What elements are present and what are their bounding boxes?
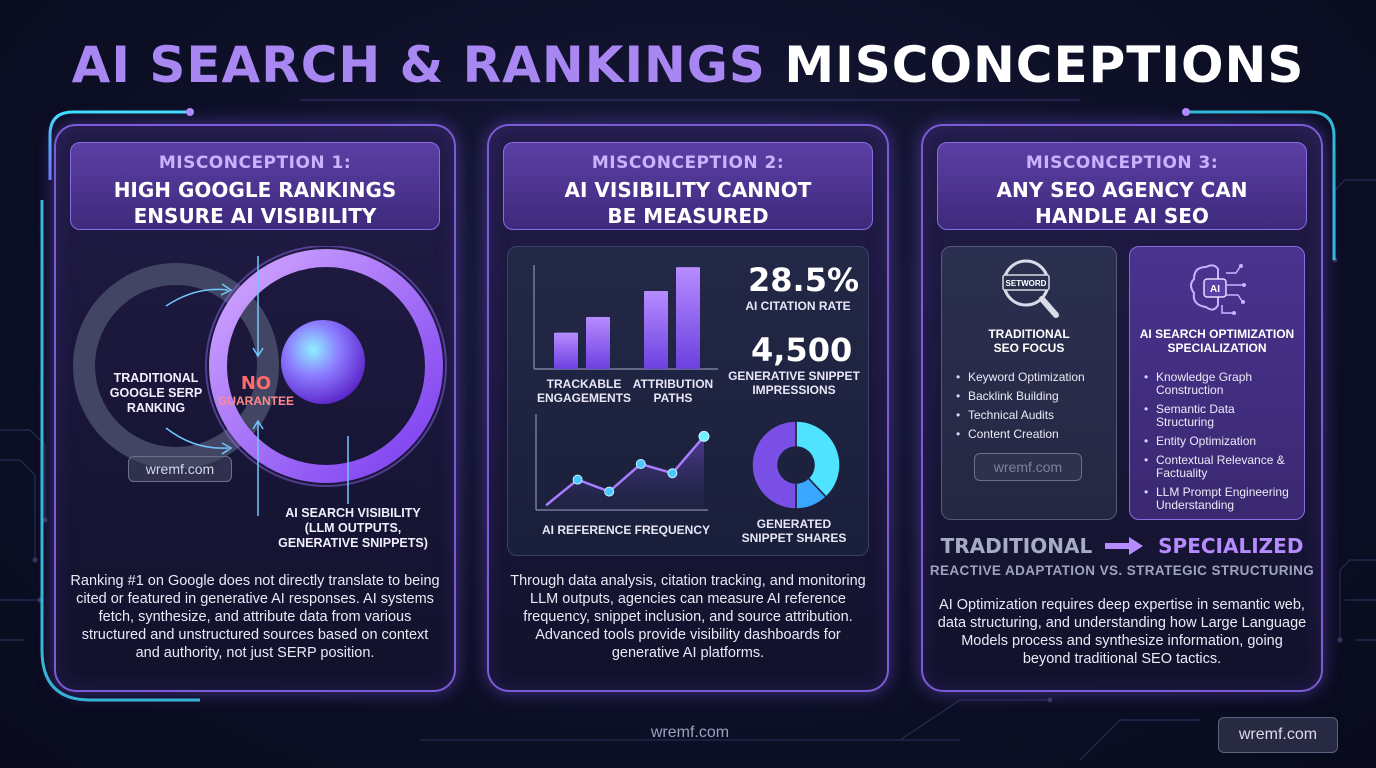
ai-orb bbox=[281, 320, 365, 404]
donut-chart bbox=[751, 420, 841, 510]
bar-chart bbox=[533, 265, 718, 370]
line-series bbox=[545, 435, 705, 507]
page-title: AI SEARCH & RANKINGS MISCONCEPTIONS bbox=[71, 36, 1305, 94]
line-point bbox=[667, 468, 678, 479]
measurement-dashboard: TRACKABLE ENGAGEMENTS ATTRIBUTION PATHS … bbox=[507, 246, 869, 556]
compare-subtitle: REACTIVE ADAPTATION VS. STRATEGIC STRUCT… bbox=[929, 563, 1315, 578]
ai-optimization-card: AI AI SEARCH OPTIMIZATION SPECIALIZATION… bbox=[1129, 246, 1305, 520]
list-item: Technical Audits bbox=[956, 409, 1108, 423]
list-item: Semantic Data Structuring bbox=[1144, 403, 1296, 429]
misconception-2-label: MISCONCEPTION 2: bbox=[591, 153, 785, 173]
citation-rate-value: 28.5% bbox=[748, 261, 860, 299]
list-item: Backlink Building bbox=[956, 390, 1108, 404]
misconception-1-label: MISCONCEPTION 1: bbox=[158, 153, 352, 173]
donut-slice bbox=[795, 420, 841, 499]
snippet-impressions-label: GENERATIVE SNIPPET IMPRESSIONS bbox=[728, 369, 860, 397]
bar-category-label: ATTRIBUTION PATHS bbox=[632, 377, 714, 405]
traditional-vs-specialized: TRADITIONAL SPECIALIZED bbox=[923, 534, 1321, 558]
traditional-seo-title: TRADITIONAL SEO FOCUS bbox=[988, 327, 1070, 355]
donut-chart-title: GENERATED SNIPPET SHARES bbox=[741, 517, 847, 545]
diagram-watermark: wremf.com bbox=[128, 456, 232, 482]
list-item: Knowledge Graph Construction bbox=[1144, 371, 1296, 397]
bar bbox=[644, 291, 668, 369]
misconception-1-body: Ranking #1 on Google does not directly t… bbox=[70, 573, 440, 661]
bar-category-label: TRACKABLE ENGAGEMENTS bbox=[536, 377, 631, 405]
line-point bbox=[698, 430, 710, 442]
compare-to: SPECIALIZED bbox=[1158, 534, 1304, 558]
snippet-impressions-value: 4,500 bbox=[751, 331, 853, 369]
corner-watermark: wremf.com bbox=[1218, 717, 1338, 753]
arrow-right-icon bbox=[1105, 537, 1144, 555]
ai-icon-text: AI bbox=[1210, 284, 1220, 295]
misconception-1-panel: MISCONCEPTION 1: HIGH GOOGLE RANKINGS EN… bbox=[54, 124, 456, 692]
no-guarantee-label: NO GUARANTEE bbox=[217, 373, 294, 409]
list-item: Keyword Optimization bbox=[956, 371, 1108, 385]
line-point bbox=[635, 459, 646, 469]
misconception-1-header: MISCONCEPTION 1: HIGH GOOGLE RANKINGS EN… bbox=[70, 142, 440, 230]
bar bbox=[676, 267, 700, 369]
ai-optimization-title: AI SEARCH OPTIMIZATION SPECIALIZATION bbox=[1139, 327, 1295, 355]
serp-ranking-label: TRADITIONAL GOOGLE SERP RANKING bbox=[109, 371, 203, 415]
list-item: Contextual Relevance & Factuality bbox=[1144, 454, 1296, 480]
traditional-seo-list: Keyword Optimization Backlink Building T… bbox=[956, 371, 1108, 447]
misconception-3-header: MISCONCEPTION 3: ANY SEO AGENCY CAN HAND… bbox=[937, 142, 1307, 230]
misconception-2-heading: AI VISIBILITY CANNOT BE MEASURED bbox=[564, 178, 812, 228]
line-chart-title: AI REFERENCE FREQUENCY bbox=[541, 523, 711, 537]
ai-ring bbox=[209, 249, 443, 483]
footer-watermark: wremf.com bbox=[650, 724, 730, 741]
donut-slice bbox=[751, 420, 797, 510]
ai-visibility-label: AI SEARCH VISIBILITY (LLM OUTPUTS, GENER… bbox=[278, 506, 428, 550]
list-item: LLM Prompt Engineering Understanding bbox=[1144, 486, 1296, 512]
list-item: Entity Optimization bbox=[1144, 435, 1296, 449]
misconception-1-heading: HIGH GOOGLE RANKINGS ENSURE AI VISIBILIT… bbox=[113, 178, 397, 228]
ai-optimization-list: Knowledge Graph Construction Semantic Da… bbox=[1144, 371, 1296, 518]
list-item: Content Creation bbox=[956, 428, 1108, 442]
bar bbox=[586, 317, 610, 369]
line-point bbox=[572, 474, 583, 485]
misconception-3-label: MISCONCEPTION 3: bbox=[1025, 153, 1219, 173]
bar bbox=[554, 332, 578, 369]
citation-rate-label: AI CITATION RATE bbox=[745, 299, 851, 313]
misconception-2-panel: MISCONCEPTION 2: AI VISIBILITY CANNOT BE… bbox=[487, 124, 889, 692]
misconception-3-panel: MISCONCEPTION 3: ANY SEO AGENCY CAN HAND… bbox=[921, 124, 1323, 692]
line-chart bbox=[535, 414, 710, 511]
keyword-icon-text: SETWORD bbox=[1006, 279, 1047, 288]
traditional-seo-card: SETWORD TRADITIONAL SEO FOCUS Keyword Op… bbox=[941, 246, 1117, 520]
card-watermark: wremf.com bbox=[974, 453, 1082, 481]
ai-brain-icon: AI bbox=[1190, 264, 1246, 315]
line-point bbox=[604, 486, 615, 497]
misconception-2-header: MISCONCEPTION 2: AI VISIBILITY CANNOT BE… bbox=[503, 142, 873, 230]
line-area bbox=[546, 436, 704, 510]
magnifier-icon: SETWORD bbox=[1002, 259, 1059, 318]
misconception-2-body: Through data analysis, citation tracking… bbox=[510, 573, 866, 661]
misconception-3-body: AI Optimization requires deep expertise … bbox=[937, 597, 1307, 667]
compare-from: TRADITIONAL bbox=[940, 534, 1093, 558]
misconception-3-heading: ANY SEO AGENCY CAN HANDLE AI SEO bbox=[996, 178, 1248, 228]
